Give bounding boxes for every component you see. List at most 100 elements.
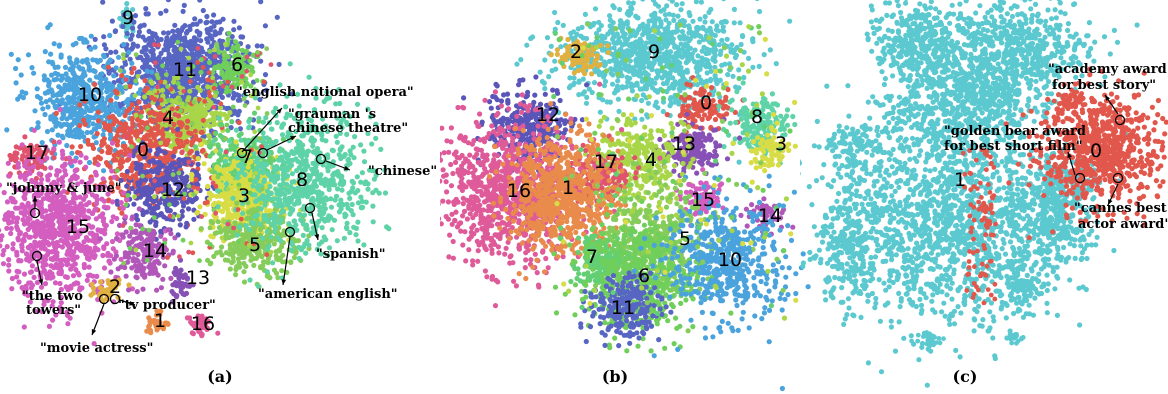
scatter-point xyxy=(81,69,87,75)
scatter-point xyxy=(270,215,276,221)
scatter-point xyxy=(237,126,243,132)
scatter-point xyxy=(361,242,367,248)
scatter-point xyxy=(197,204,203,210)
scatter-point xyxy=(337,147,343,153)
scatter-point xyxy=(154,151,160,157)
scatter-point xyxy=(59,73,65,79)
scatter-point xyxy=(191,115,197,121)
scatter-point xyxy=(238,137,244,143)
scatter-point xyxy=(176,144,182,150)
scatter-point xyxy=(143,52,149,58)
scatter-point xyxy=(101,42,107,48)
scatter-point xyxy=(181,60,187,66)
scatter-point xyxy=(358,194,364,200)
scatter-point xyxy=(106,114,112,120)
scatter-point xyxy=(248,158,254,165)
scatter-point xyxy=(238,161,244,167)
scatter-point xyxy=(85,137,91,143)
scatter-point xyxy=(224,228,230,234)
scatter-point xyxy=(15,96,21,102)
scatter-point xyxy=(198,141,205,147)
scatter-point xyxy=(121,12,127,18)
scatter-point xyxy=(7,152,13,159)
scatter-point xyxy=(70,133,76,139)
scatter-point xyxy=(223,204,229,210)
scatter-point xyxy=(131,201,137,207)
scatter-point xyxy=(44,128,51,135)
scatter-point xyxy=(328,196,334,202)
scatter-point xyxy=(181,37,187,44)
scatter-point xyxy=(369,141,375,147)
scatter-point xyxy=(334,115,340,121)
scatter-point xyxy=(204,13,210,20)
scatter-point xyxy=(223,158,229,164)
scatter-point xyxy=(128,168,135,174)
scatter-point xyxy=(164,185,170,191)
scatter-point xyxy=(262,72,269,78)
scatter-point xyxy=(101,34,107,40)
scatter-point xyxy=(190,111,196,117)
scatter-point xyxy=(88,33,94,39)
scatter-point xyxy=(30,244,36,250)
scatter-point xyxy=(68,84,74,90)
scatter-point xyxy=(207,261,213,267)
scatter-point xyxy=(187,150,193,156)
scatter-point xyxy=(125,96,131,103)
scatter-point xyxy=(303,189,309,195)
scatter-point xyxy=(75,280,81,286)
scatter-point xyxy=(241,279,248,285)
scatter-point xyxy=(147,219,153,225)
scatter-point xyxy=(44,155,50,161)
scatter-point xyxy=(98,83,104,89)
scatter-point xyxy=(91,341,97,347)
scatter-point xyxy=(81,207,87,213)
scatter-point xyxy=(209,19,215,25)
scatter-point xyxy=(80,110,86,116)
scatter-point xyxy=(233,39,239,45)
scatter-point xyxy=(57,309,64,315)
scatter-point xyxy=(1,247,7,254)
scatter-point xyxy=(46,83,52,89)
scatter-point xyxy=(183,224,189,230)
scatter-point xyxy=(92,253,98,259)
scatter-point xyxy=(76,95,82,102)
scatter-point xyxy=(61,112,67,118)
scatter-point xyxy=(205,77,211,83)
scatter-point xyxy=(350,180,357,186)
scatter-point xyxy=(361,159,368,165)
scatter-point xyxy=(189,139,196,145)
scatter-point xyxy=(77,159,83,165)
scatter-point xyxy=(49,89,55,95)
scatter-point xyxy=(191,216,197,222)
scatter-point xyxy=(54,168,60,174)
scatter-point xyxy=(129,185,135,192)
scatter-point xyxy=(93,172,99,178)
scatter-point xyxy=(268,234,274,240)
scatter-point xyxy=(350,212,356,218)
scatter-point xyxy=(70,76,76,83)
scatter-point xyxy=(246,226,252,233)
scatter-point xyxy=(144,201,150,207)
scatter-point xyxy=(48,263,54,269)
scatter-point xyxy=(233,272,239,278)
scatter-point xyxy=(260,170,266,176)
scatter-point xyxy=(197,137,203,143)
scatter-point xyxy=(253,198,259,204)
scatter-point xyxy=(139,147,145,153)
scatter-point xyxy=(42,281,49,287)
scatter-point xyxy=(302,165,308,172)
scatter-point xyxy=(168,165,174,171)
scatter-point xyxy=(58,52,64,58)
scatter-point xyxy=(53,312,59,318)
scatter-point xyxy=(338,197,344,203)
scatter-point xyxy=(119,210,125,216)
scatter-point xyxy=(54,76,60,82)
scatter-point xyxy=(259,43,265,49)
scatter-point xyxy=(194,21,200,27)
scatter-point xyxy=(94,131,100,137)
scatter-point xyxy=(265,193,271,199)
scatter-point xyxy=(12,152,18,159)
scatter-point xyxy=(122,112,128,119)
scatter-point xyxy=(8,230,14,237)
scatter-point xyxy=(124,6,130,12)
